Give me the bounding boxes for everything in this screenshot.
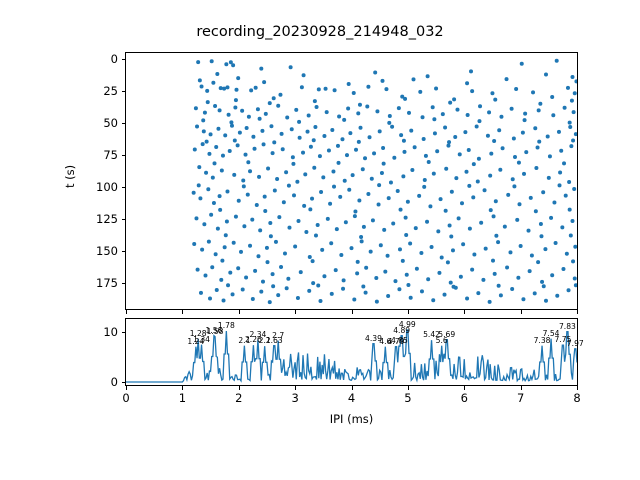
scatter-ytick-label: 75 — [103, 148, 118, 163]
histogram-xtick-mark — [126, 386, 127, 390]
histogram-xtick-label: 3 — [291, 391, 299, 405]
scatter-xtick-mark — [126, 310, 127, 314]
scatter-ytick-label: 150 — [96, 244, 118, 259]
scatter-y-axis-label: t (s) — [63, 164, 77, 188]
histogram-xtick-mark — [238, 386, 240, 390]
histogram-ytick-label: 0 — [110, 374, 118, 389]
histogram-xtick-label: 7 — [516, 391, 525, 405]
histogram-xtick-mark — [295, 386, 297, 390]
scatter-xtick-mark — [295, 310, 297, 314]
histogram-xtick-mark — [407, 386, 409, 390]
scatter-ytick-label: 0 — [110, 52, 118, 67]
scatter-xtick-mark — [464, 310, 466, 314]
histogram-xtick-mark — [520, 386, 522, 390]
scatter-plot-axes — [125, 52, 578, 310]
scatter-points-layer — [191, 58, 577, 305]
scatter-xtick-mark — [520, 310, 522, 314]
histogram-xtick-label: 0 — [122, 391, 130, 405]
histogram-xtick-label: 5 — [404, 391, 412, 405]
scatter-ytick-label: 25 — [103, 84, 118, 99]
histogram-xtick-label: 4 — [347, 391, 356, 405]
scatter-ytick-label: 100 — [96, 180, 118, 195]
figure-title: recording_20230928_214948_032 — [196, 24, 444, 40]
scatter-ytick-label: 125 — [96, 212, 118, 227]
scatter-ytick-label: 50 — [103, 116, 118, 131]
histogram-xtick-mark — [351, 386, 353, 390]
histogram-xtick-mark — [577, 386, 578, 390]
scatter-xtick-mark — [238, 310, 240, 314]
histogram-x-axis-label: IPI (ms) — [329, 412, 374, 426]
scatter-xtick-mark — [351, 310, 353, 314]
histogram-ytick-label: 10 — [103, 324, 118, 339]
histogram-xtick-mark — [182, 386, 184, 390]
histogram-xtick-label: 1 — [178, 391, 187, 405]
scatter-xtick-mark — [577, 310, 578, 314]
histogram-plot-axes — [125, 318, 578, 386]
scatter-xtick-mark — [407, 310, 409, 314]
histogram-xtick-label: 2 — [235, 391, 243, 405]
histogram-xtick-mark — [464, 386, 466, 390]
scatter-xtick-mark — [182, 310, 184, 314]
histogram-line-layer — [126, 329, 577, 383]
histogram-xtick-label: 8 — [573, 391, 581, 405]
scatter-ytick-label: 175 — [96, 276, 118, 291]
histogram-xtick-label: 6 — [460, 391, 468, 405]
